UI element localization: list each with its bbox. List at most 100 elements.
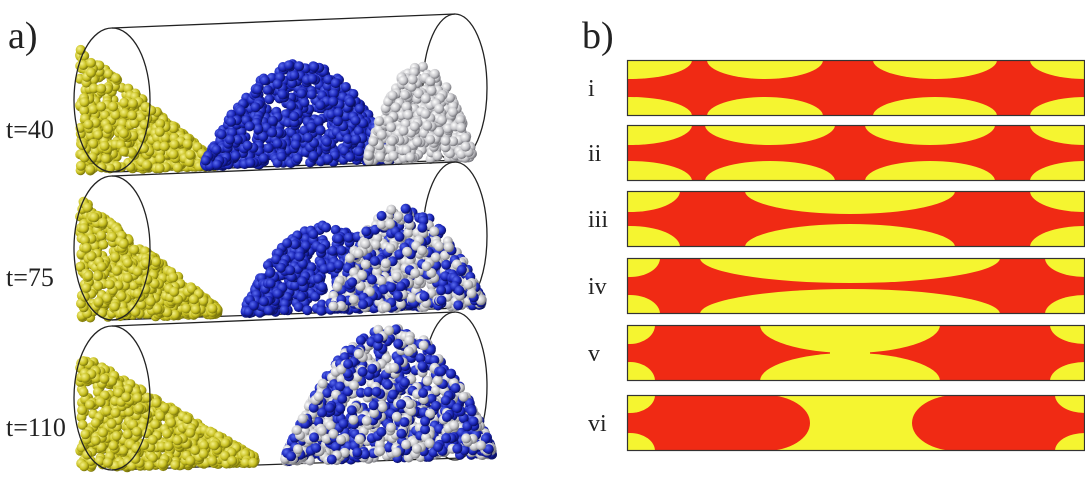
particle — [385, 218, 395, 229]
particle — [122, 273, 133, 284]
particle — [434, 126, 445, 137]
particle — [289, 239, 300, 250]
particle — [131, 443, 142, 454]
particle — [83, 270, 94, 281]
particle — [436, 285, 447, 296]
particle — [190, 304, 201, 315]
particle — [230, 150, 241, 161]
particle — [83, 119, 94, 130]
particle — [276, 262, 286, 273]
particle — [286, 100, 297, 111]
particle — [118, 238, 129, 249]
particle — [394, 249, 405, 260]
particle — [276, 151, 287, 162]
cylinder-edge — [111, 161, 456, 177]
particle — [323, 153, 334, 164]
particle — [420, 93, 431, 104]
particle — [443, 241, 454, 252]
particle — [85, 164, 96, 175]
particle — [119, 97, 130, 108]
particle — [453, 300, 464, 311]
particle — [200, 155, 211, 166]
particle — [403, 227, 414, 238]
particle — [441, 259, 452, 270]
particle — [333, 260, 344, 270]
particle — [308, 229, 319, 240]
particle — [309, 61, 320, 72]
particle — [136, 299, 147, 310]
particle — [93, 296, 104, 307]
particle — [150, 419, 161, 430]
particle — [248, 300, 259, 311]
particle — [394, 231, 405, 242]
particle — [108, 101, 119, 112]
particle — [403, 109, 414, 120]
particle — [272, 138, 283, 149]
particle — [154, 126, 165, 137]
particle — [440, 135, 451, 146]
particle — [393, 211, 404, 222]
particle — [119, 146, 129, 157]
particle — [259, 75, 270, 86]
particle — [142, 274, 153, 285]
particle — [97, 217, 108, 228]
particle — [376, 276, 387, 286]
particle — [342, 134, 353, 144]
particle — [263, 305, 274, 316]
particle — [245, 157, 256, 168]
particle — [306, 121, 317, 132]
particle — [272, 288, 283, 299]
particle — [79, 461, 90, 472]
particle — [432, 150, 443, 161]
particle — [391, 271, 402, 282]
particle — [111, 431, 122, 441]
particle — [212, 159, 223, 170]
particle — [127, 110, 138, 121]
particle — [364, 286, 375, 297]
particle — [155, 118, 166, 129]
particle — [385, 243, 396, 254]
particle — [339, 145, 350, 156]
particle — [102, 405, 113, 416]
particle — [398, 125, 409, 136]
particle — [94, 456, 105, 466]
particle — [79, 223, 89, 234]
particle — [79, 105, 90, 116]
particle — [182, 139, 193, 149]
particle — [103, 123, 114, 134]
particle — [227, 455, 238, 466]
particle — [220, 450, 230, 461]
particle — [209, 440, 220, 451]
particle — [103, 68, 114, 79]
particle — [93, 281, 104, 291]
particle — [413, 88, 424, 99]
particle — [81, 282, 92, 293]
particle — [154, 163, 165, 174]
particle — [315, 100, 326, 111]
particle — [345, 152, 356, 163]
particle — [323, 74, 334, 85]
particle — [403, 213, 414, 224]
particle — [285, 265, 296, 276]
particle — [207, 455, 218, 466]
cylinder-edge — [111, 13, 456, 29]
particle — [185, 455, 196, 466]
particle — [430, 252, 441, 263]
particle — [282, 238, 293, 249]
particle — [354, 103, 365, 114]
particle — [84, 399, 95, 410]
particle — [78, 356, 89, 367]
particle — [405, 152, 416, 163]
particle — [429, 226, 440, 237]
particle — [220, 438, 231, 449]
particle — [168, 123, 179, 134]
particle — [102, 293, 113, 304]
particle — [240, 457, 251, 468]
cylinder-edge — [111, 311, 456, 327]
particle — [253, 124, 264, 135]
particle — [332, 116, 343, 127]
particle — [108, 440, 119, 451]
particle — [96, 83, 107, 94]
particle — [358, 118, 369, 129]
